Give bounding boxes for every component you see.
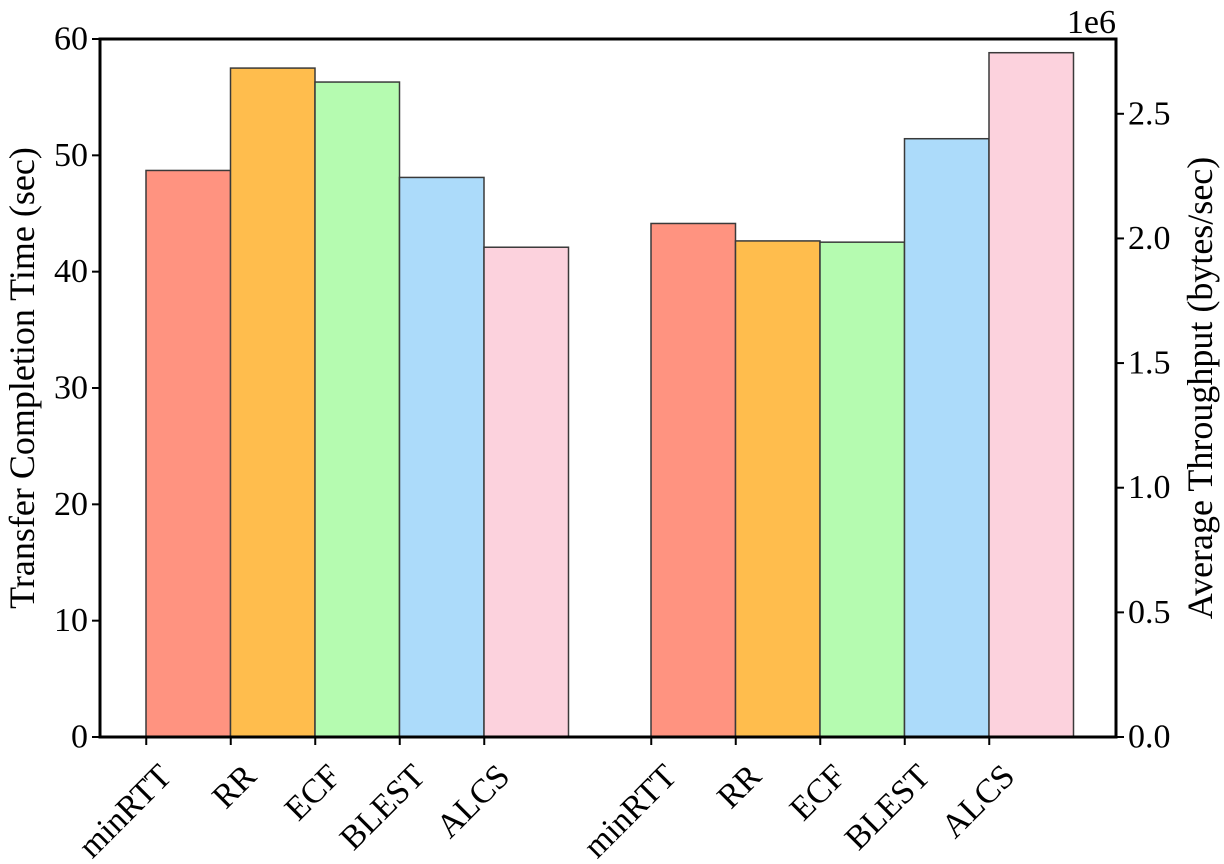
x-tick-label: BLEST: [333, 758, 433, 858]
right-tick-label: 0.0: [1128, 719, 1171, 756]
bar-minrtt-right: [650, 222, 737, 738]
left-tick-label: 40: [54, 253, 88, 290]
left-tick-label: 20: [54, 486, 88, 523]
x-tick-label: minRTT: [577, 758, 685, 864]
x-tick-label: ECF: [783, 758, 853, 828]
left-y-axis: 0 10 20 30 40 50 60: [54, 21, 100, 756]
bar-ecf-left: [314, 81, 401, 738]
bar-blest-left: [398, 176, 485, 738]
left-tick-label: 60: [54, 21, 88, 58]
right-axis-title: Average Throughput (bytes/sec): [1180, 157, 1220, 620]
right-tick-label: 1.0: [1128, 469, 1171, 506]
x-tick-label: RR: [205, 758, 263, 816]
right-tick-label: 0.5: [1128, 594, 1171, 631]
bars-layer: [145, 51, 1075, 738]
right-tick-label: 2.5: [1128, 95, 1171, 132]
right-tick-label: 1.5: [1128, 345, 1171, 382]
right-y-axis: 0.0 0.5 1.0 1.5 2.0 2.5: [1116, 95, 1171, 756]
x-tick-label: ALCS: [935, 758, 1023, 846]
left-axis-title: Transfer Completion Time (sec): [2, 147, 42, 609]
left-tick-label: 30: [54, 370, 88, 407]
bar-ecf-right: [819, 241, 906, 738]
bar-alcs-left: [483, 246, 570, 738]
bar-alcs-right: [988, 51, 1075, 738]
left-tick-label: 10: [54, 602, 88, 639]
bar-blest-right: [903, 137, 990, 738]
right-tick-label: 2.0: [1128, 220, 1171, 257]
left-tick-label: 50: [54, 137, 88, 174]
plot-frame: [98, 37, 1118, 739]
right-axis-offset-text: 1e6: [1067, 4, 1116, 41]
x-tick-label: RR: [710, 758, 768, 816]
x-tick-label: BLEST: [838, 758, 938, 858]
x-tick-label: ECF: [278, 758, 348, 828]
bar-rr-left: [229, 67, 316, 738]
x-tick-label: ALCS: [430, 758, 518, 846]
bar-minrtt-left: [145, 169, 232, 738]
bar-rr-right: [734, 240, 821, 738]
left-tick-label: 0: [71, 719, 88, 756]
x-tick-label: minRTT: [72, 758, 180, 864]
